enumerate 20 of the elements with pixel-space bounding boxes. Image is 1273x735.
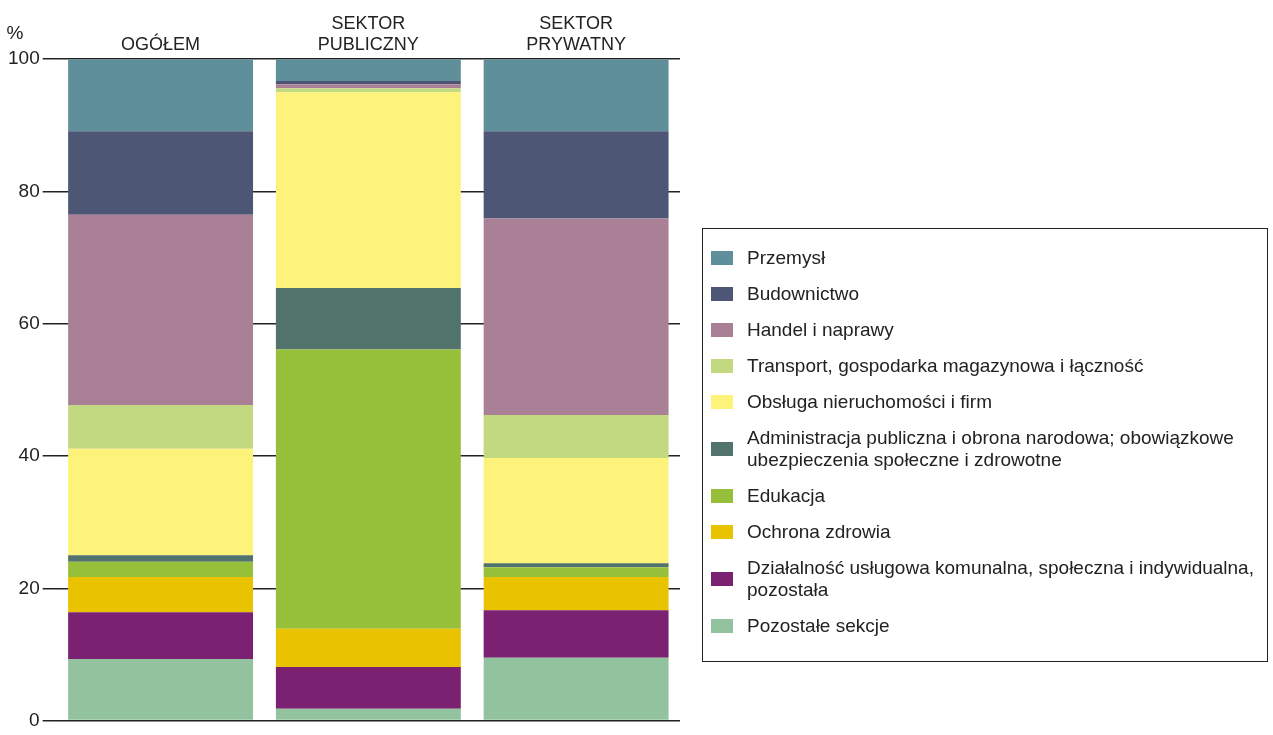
legend-label: Handel i naprawy <box>747 319 895 341</box>
y-tick-label: 0 <box>29 708 40 730</box>
legend-label: Transport, gospodarka magazynowa i łączność <box>747 355 1145 377</box>
legend-label: Budownictwo <box>747 283 860 305</box>
legend-label: Działalność usługowa komunalna, społeczna i indywidualna, pozostała <box>747 557 1255 601</box>
legend-label: Pozostałe sekcje <box>747 615 891 637</box>
y-axis-title: % <box>6 21 24 43</box>
y-tick-label: 100 <box>8 47 40 69</box>
x-tick-label: OGÓŁEM <box>121 33 201 55</box>
legend-label: Ochrona zdrowia <box>747 521 892 543</box>
x-tick-label: SEKTOR PRYWATNY <box>526 12 626 55</box>
legend-label: Edukacja <box>747 485 827 507</box>
y-tick-label: 80 <box>18 179 40 201</box>
y-tick-label: 40 <box>18 444 40 466</box>
legend-label: Przemysł <box>747 247 827 269</box>
legend-label: Administracja publiczna i obrona narodowa; obowiązkowe ubezpieczenia społeczne i zdrowotne <box>747 427 1235 471</box>
x-tick-label: SEKTOR PUBLICZNY <box>317 12 419 55</box>
y-tick-label: 20 <box>18 576 40 598</box>
legend-label: Obsługa nieruchomości i firm <box>747 391 993 413</box>
y-tick-label: 60 <box>18 311 40 333</box>
